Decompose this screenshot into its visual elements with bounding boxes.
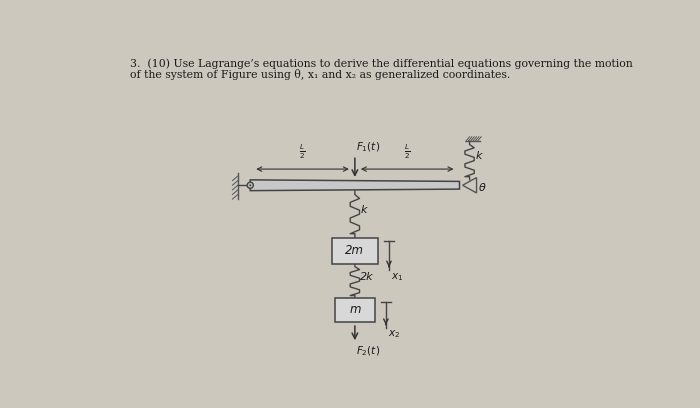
Text: 2k: 2k	[360, 272, 374, 282]
Circle shape	[247, 182, 253, 188]
Text: k: k	[476, 151, 482, 161]
Text: m: m	[349, 304, 360, 317]
Text: 2m: 2m	[345, 244, 365, 257]
Polygon shape	[251, 180, 459, 191]
Text: 3.  (10) Use Lagrange’s equations to derive the differential equations governing: 3. (10) Use Lagrange’s equations to deri…	[130, 58, 633, 69]
Text: of the system of Figure using θ, x₁ and x₂ as generalized coordinates.: of the system of Figure using θ, x₁ and …	[130, 69, 510, 80]
Bar	[332, 237, 378, 264]
Text: $\frac{L}{2}$: $\frac{L}{2}$	[300, 143, 306, 162]
Text: k: k	[360, 204, 367, 215]
Circle shape	[249, 184, 251, 186]
Bar	[335, 298, 375, 322]
Text: $F_1(t)$: $F_1(t)$	[356, 140, 381, 154]
Text: $x_1$: $x_1$	[391, 271, 404, 282]
Text: $F_2(t)$: $F_2(t)$	[356, 345, 381, 358]
Text: $\theta$: $\theta$	[478, 182, 486, 193]
Text: $\frac{L}{2}$: $\frac{L}{2}$	[404, 143, 410, 162]
Text: $x_2$: $x_2$	[389, 328, 400, 340]
